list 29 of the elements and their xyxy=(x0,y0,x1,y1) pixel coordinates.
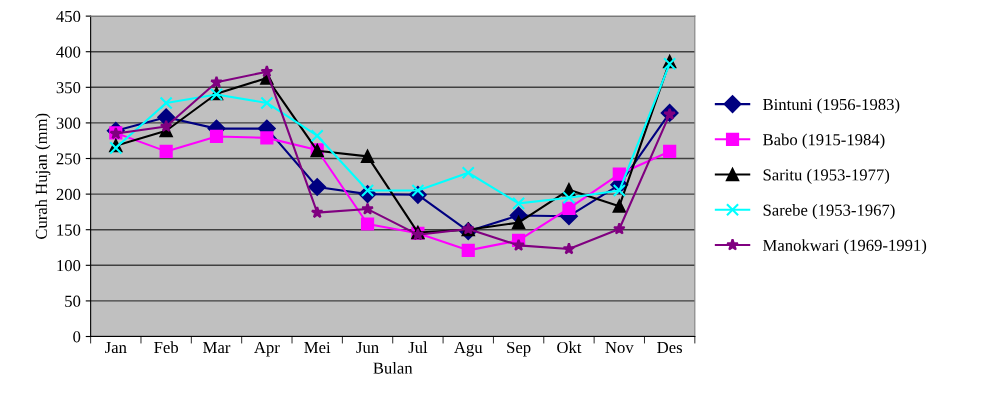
y-tick-label: 400 xyxy=(56,46,81,58)
x-tick-label: Okt xyxy=(557,341,582,354)
x-axis-title: Bulan xyxy=(373,362,413,374)
legend-label: Sarebe (1953-1967) xyxy=(763,204,895,220)
x-tick-label: Mei xyxy=(304,341,331,354)
x-tick-label: Agu xyxy=(454,341,483,357)
x-tick-label: Mar xyxy=(203,342,231,354)
legend-label: Babo (1915-1984) xyxy=(763,133,885,149)
x-tick-label: Jan xyxy=(105,342,127,354)
x-tick-label: Nov xyxy=(605,342,634,354)
y-tick-label: 450 xyxy=(56,10,81,23)
y-tick-label: 350 xyxy=(56,82,81,94)
x-tick-label: Apr xyxy=(254,341,280,357)
y-tick-label: 0 xyxy=(73,331,81,343)
legend-label: Saritu (1953-1977) xyxy=(763,168,890,184)
y-tick-label: 200 xyxy=(56,188,81,201)
y-tick-label: 50 xyxy=(65,295,81,307)
y-axis-title: Curah Hujan (mm) xyxy=(35,113,51,240)
y-tick-label: 150 xyxy=(57,224,81,236)
legend-label: Bintuni (1956-1983) xyxy=(763,98,900,114)
x-tick-label: Jul xyxy=(408,341,428,354)
x-tick-label: Sep xyxy=(507,341,531,357)
y-tick-label: 300 xyxy=(56,117,81,129)
y-tick-label: 250 xyxy=(56,153,81,165)
x-tick-label: Des xyxy=(657,342,683,354)
legend-label: Manokwari (1969-1991) xyxy=(763,239,927,255)
y-tick-label: 100 xyxy=(57,260,81,272)
x-tick-label: Feb xyxy=(154,341,179,354)
x-tick-label: Jun xyxy=(356,342,379,354)
